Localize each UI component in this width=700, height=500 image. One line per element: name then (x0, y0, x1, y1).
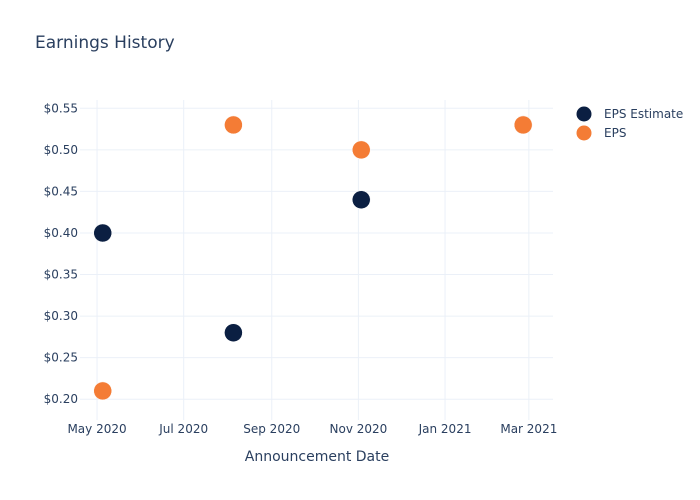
y-tick-label: $0.50 (44, 143, 78, 157)
x-axis-ticks: May 2020 Jul 2020 Sep 2020 Nov 2020 Jan 2021… (67, 422, 557, 436)
legend-label[interactable]: EPS (604, 126, 626, 140)
y-tick-label: $0.55 (44, 101, 78, 115)
chart-title: Earnings History (35, 33, 175, 53)
eps-estimate-point[interactable] (351, 190, 371, 209)
eps-point[interactable] (351, 140, 371, 160)
x-tick-label: Mar 2021 (500, 422, 557, 436)
y-tick-label: $0.35 (44, 268, 78, 282)
y-tick-label: $0.40 (44, 226, 78, 240)
x-axis-label: Announcement Date (245, 449, 389, 465)
eps-point[interactable] (93, 381, 112, 401)
x-tick-label: Jan 2021 (418, 422, 472, 436)
x-tick-label: Sep 2020 (243, 422, 300, 436)
eps-estimate-point[interactable] (93, 223, 112, 243)
eps-estimate-point[interactable] (224, 323, 243, 342)
legend[interactable]: EPS Estimate EPS (576, 106, 684, 141)
y-tick-label: $0.30 (44, 309, 78, 323)
y-axis-ticks: $0.20 $0.25 $0.30 $0.35 $0.40 $0.45 $0.50 $0.55 (44, 101, 78, 406)
grid-lines (80, 100, 553, 420)
legend-marker[interactable] (576, 125, 592, 141)
y-tick-label: $0.45 (44, 184, 78, 198)
data-points (93, 115, 533, 401)
x-tick-label: Jul 2020 (158, 422, 208, 436)
legend-label[interactable]: EPS Estimate (604, 107, 683, 121)
y-tick-label: $0.25 (44, 351, 78, 365)
x-tick-label: Nov 2020 (330, 422, 388, 436)
eps-point[interactable] (224, 115, 243, 135)
legend-marker[interactable] (576, 106, 592, 122)
y-tick-label: $0.20 (44, 392, 78, 406)
x-tick-label: May 2020 (67, 422, 126, 436)
eps-point[interactable] (513, 115, 533, 135)
